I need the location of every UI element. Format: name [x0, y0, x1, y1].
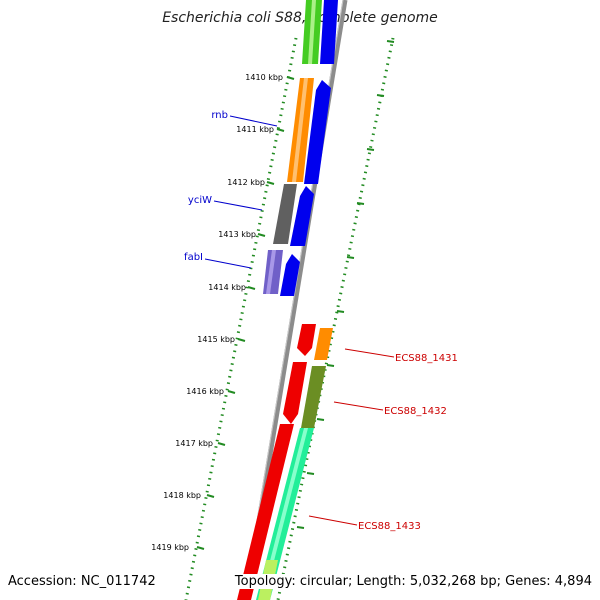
gene-label-rnb: rnb — [211, 110, 228, 121]
gene-labels: rnb yciW fabI ECS88_1431 ECS88_1432 ECS8… — [184, 110, 458, 532]
tick-label: 1414 kbp — [208, 283, 246, 292]
gene-label-fabI: fabI — [184, 252, 203, 263]
tick-labels: 1410 kbp 1411 kbp 1412 kbp 1413 kbp 1414… — [151, 73, 283, 552]
top-forward-cds — [320, 0, 338, 64]
ecs1431-reverse-cds — [297, 324, 316, 356]
inner-tick-ring — [276, 37, 395, 600]
yciW-forward-cds — [290, 186, 314, 246]
gene-label-ecs88-1431: ECS88_1431 — [395, 353, 458, 364]
tick-label: 1418 kbp — [163, 491, 201, 500]
inner-tick-marks — [296, 40, 395, 529]
map-title: Escherichia coli S88, complete genome — [162, 10, 438, 26]
ecs1433-cog-highlight — [260, 428, 308, 600]
top-cog-feature-highlight — [308, 0, 316, 64]
tick-label: 1413 kbp — [218, 230, 256, 239]
rnb-cog-highlight — [292, 78, 308, 182]
rnb-forward-cds — [304, 80, 331, 184]
gene-label-ecs88-1432: ECS88_1432 — [384, 406, 447, 417]
fabI-forward-cds — [280, 254, 300, 296]
yciW-cog-feature — [273, 184, 297, 244]
fabI-cog-highlight — [266, 250, 276, 294]
outer-tick-ring — [184, 37, 298, 600]
outer-tick-marks — [196, 76, 295, 550]
ecs1433-reverse-cds — [237, 424, 294, 600]
tick-label: 1411 kbp — [236, 125, 274, 134]
ecs1432-reverse-cds — [283, 362, 307, 424]
accession-text: Accession: NC_011742 — [8, 574, 156, 589]
gene-label-yciW: yciW — [188, 195, 212, 206]
tick-label: 1412 kbp — [227, 178, 265, 187]
tick-label: 1417 kbp — [175, 439, 213, 448]
tick-label: 1415 kbp — [197, 335, 235, 344]
tick-label: 1416 kbp — [186, 387, 224, 396]
genome-summary-text: Topology: circular; Length: 5,032,268 bp… — [232, 574, 592, 589]
gene-label-ecs88-1433: ECS88_1433 — [358, 521, 421, 532]
gene-label-leaders — [204, 115, 395, 526]
ecs1432-cog-feature — [301, 366, 326, 428]
tick-label: 1410 kbp — [245, 73, 283, 82]
ecs1431-cog-feature — [314, 328, 333, 360]
tick-label: 1419 kbp — [151, 543, 189, 552]
